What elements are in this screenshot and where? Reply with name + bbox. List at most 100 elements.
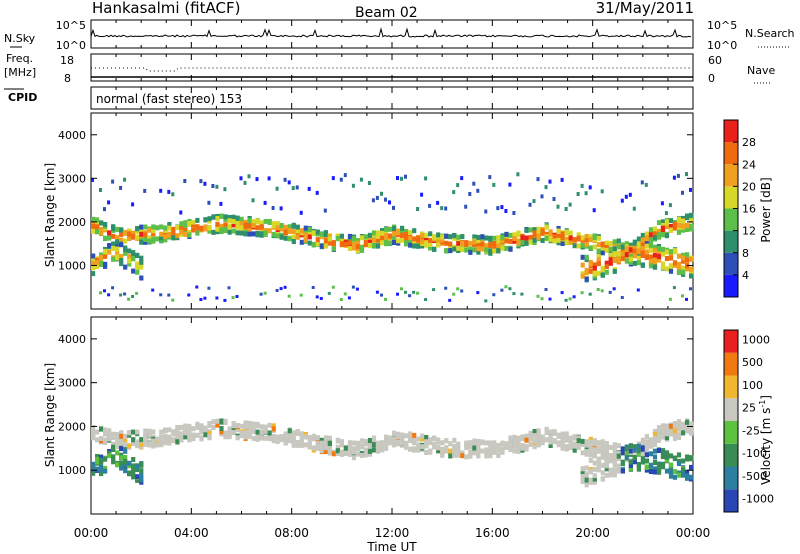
power-cell <box>283 235 288 241</box>
power-cell <box>608 260 613 266</box>
power-cell <box>195 230 200 236</box>
velocity-colorbar: 1000 500 100 25 -25 -100 -500 -1000 <box>723 329 774 513</box>
power-cell <box>496 236 501 242</box>
velocity-cell <box>327 443 332 449</box>
velocity-cell <box>371 447 377 453</box>
velocity-cell <box>456 449 461 455</box>
power-cell <box>331 246 336 252</box>
velocity-cell <box>115 462 120 468</box>
power-cell <box>380 230 385 236</box>
velocity-cell <box>243 434 248 440</box>
velocity-cell <box>600 451 605 457</box>
power-cell <box>564 298 568 302</box>
colorbar-segment <box>724 443 738 467</box>
power-cell <box>516 230 521 236</box>
velocity-cell <box>492 440 497 446</box>
velocity-cell <box>436 448 441 453</box>
power-cell <box>195 224 200 230</box>
velocity-cell <box>99 459 104 465</box>
power-cell <box>347 240 353 246</box>
velocity-cell <box>111 441 116 447</box>
velocity-cell <box>119 465 124 471</box>
power-cell <box>608 257 613 263</box>
velocity-cell <box>548 433 553 438</box>
velocity-cell <box>568 439 573 445</box>
power-cell <box>263 218 268 224</box>
power-cell <box>656 257 662 263</box>
power-cell <box>420 192 424 197</box>
power-cell <box>287 180 291 185</box>
power-cell <box>664 211 668 216</box>
power-cell <box>255 232 260 238</box>
power-cell <box>371 243 377 249</box>
power-cell <box>123 264 128 270</box>
power-cell <box>127 228 132 234</box>
power-cell <box>628 256 633 262</box>
power-cell <box>307 186 311 191</box>
velocity-cell <box>588 457 593 463</box>
power-cell <box>512 292 516 296</box>
power-cell <box>279 234 284 240</box>
power-cell <box>608 290 612 294</box>
power-cell <box>131 256 136 261</box>
power-cell <box>596 248 601 254</box>
power-cell <box>408 236 413 242</box>
velocity-colorbar-label-exp: -1 <box>758 400 767 408</box>
colorbar-segment <box>724 120 738 143</box>
velocity-cell <box>151 429 156 435</box>
power-cell <box>311 286 315 289</box>
power-cell <box>520 239 525 245</box>
power-cell <box>99 291 102 295</box>
velocity-cell <box>528 430 533 436</box>
power-cell <box>689 212 694 218</box>
velocity-cell <box>239 423 244 429</box>
power-cell <box>283 177 287 182</box>
velocity-cell <box>131 437 136 443</box>
power-cell <box>404 290 407 294</box>
velocity-cell <box>616 466 621 472</box>
power-cell <box>532 230 537 236</box>
velocity-cell <box>155 436 160 442</box>
velocity-cell <box>668 473 674 479</box>
power-cell <box>476 243 481 249</box>
power-cell <box>504 209 508 213</box>
power-cell <box>676 264 682 270</box>
power-cell <box>135 263 140 269</box>
power-cell <box>375 237 381 243</box>
power-cell <box>476 188 480 193</box>
power-cell <box>404 235 409 241</box>
velocity-cell <box>175 439 180 445</box>
power-cell <box>460 176 464 181</box>
velocity-cell <box>115 435 120 441</box>
velocity-cell <box>159 442 164 448</box>
velocity-cell <box>119 446 124 452</box>
velocity-cell <box>640 459 645 465</box>
velocity-cell <box>99 426 104 432</box>
power-cell <box>275 225 280 231</box>
velocity-cell <box>339 439 344 445</box>
power-cell <box>103 222 108 227</box>
power-cell <box>504 245 509 251</box>
power-cell <box>99 260 104 266</box>
velocity-cell <box>111 431 116 437</box>
power-cell <box>111 245 116 251</box>
velocity-cell <box>584 465 589 471</box>
power-cell <box>123 292 127 296</box>
velocity-cell <box>295 429 300 435</box>
velocity-cell <box>400 442 405 448</box>
x-tick-label: 20:00 <box>575 526 610 540</box>
velocity-cell <box>243 420 248 426</box>
velocity-cell <box>319 448 324 454</box>
power-cell <box>187 293 191 297</box>
power-cell <box>412 236 417 242</box>
power-cell <box>681 190 684 195</box>
velocity-cell <box>359 452 365 458</box>
velocity-cell <box>412 432 417 438</box>
velocity-y-axis: 1000 2000 3000 4000 <box>58 333 693 477</box>
velocity-cell <box>492 445 497 450</box>
velocity-cell <box>271 426 276 432</box>
power-cell <box>560 235 565 241</box>
velocity-cell <box>155 442 160 448</box>
power-cell <box>508 246 513 252</box>
